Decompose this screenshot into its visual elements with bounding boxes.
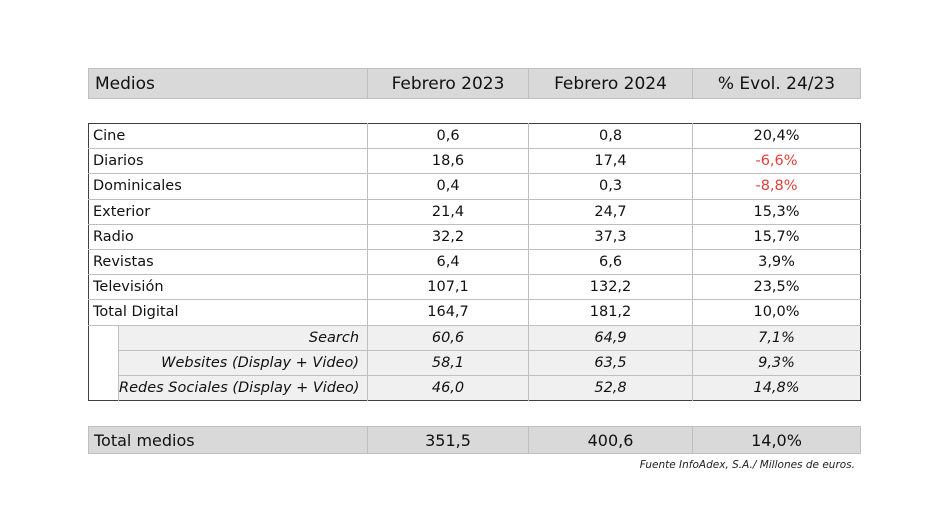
row-value-2024: 0,8 — [528, 123, 694, 150]
total-row: Total medios 351,5 400,6 14,0% — [88, 426, 861, 454]
sub-row-name: Search — [118, 325, 369, 351]
sub-row-name: Websites (Display + Video) — [118, 350, 369, 376]
row-name: Cine — [88, 123, 369, 150]
total-value-2023: 351,5 — [367, 426, 529, 454]
row-name: Total Digital — [88, 299, 369, 326]
row-evol: -6,6% — [692, 148, 861, 175]
row-value-2024: 181,2 — [528, 299, 694, 326]
row-value-2024: 24,7 — [528, 199, 694, 225]
total-evol: 14,0% — [692, 426, 861, 454]
row-value-2023: 21,4 — [367, 199, 530, 225]
header-febrero-2024: Febrero 2024 — [528, 68, 693, 99]
sub-row-value-2024: 52,8 — [528, 375, 694, 401]
table-row: Total Digital 164,7 181,2 10,0% — [88, 299, 861, 326]
sub-row-value-2024: 63,5 — [528, 350, 694, 376]
row-evol: 15,3% — [692, 199, 861, 225]
header-febrero-2023: Febrero 2023 — [367, 68, 529, 99]
header-medios: Medios — [88, 68, 368, 99]
indent-cell — [88, 375, 119, 401]
table-header: Medios Febrero 2023 Febrero 2024 % Evol.… — [88, 68, 861, 99]
sub-row: Search 60,6 64,9 7,1% — [88, 325, 861, 351]
total-value-2024: 400,6 — [528, 426, 693, 454]
sub-row-evol: 7,1% — [692, 325, 861, 351]
row-value-2024: 0,3 — [528, 173, 694, 200]
row-value-2023: 107,1 — [367, 274, 530, 301]
sub-row-name: Redes Sociales (Display + Video) — [118, 375, 369, 401]
row-value-2023: 32,2 — [367, 224, 530, 250]
row-evol: 3,9% — [692, 249, 861, 276]
sub-row-value-2023: 60,6 — [367, 325, 530, 351]
sub-row-value-2023: 58,1 — [367, 350, 530, 376]
row-evol: 10,0% — [692, 299, 861, 326]
sub-row: Websites (Display + Video) 58,1 63,5 9,3… — [88, 350, 861, 376]
table-body: Cine 0,6 0,8 20,4% Diarios 18,6 17,4 -6,… — [88, 123, 862, 402]
row-value-2023: 164,7 — [367, 299, 530, 326]
total-name: Total medios — [88, 426, 368, 454]
row-value-2023: 0,4 — [367, 173, 530, 200]
row-value-2024: 6,6 — [528, 249, 694, 276]
row-name: Diarios — [88, 148, 369, 175]
row-value-2024: 132,2 — [528, 274, 694, 301]
row-name: Televisión — [88, 274, 369, 301]
row-value-2023: 18,6 — [367, 148, 530, 175]
sub-row-value-2023: 46,0 — [367, 375, 530, 401]
table-row: Diarios 18,6 17,4 -6,6% — [88, 148, 861, 175]
table-row: Exterior 21,4 24,7 15,3% — [88, 199, 861, 225]
table-row: Dominicales 0,4 0,3 -8,8% — [88, 173, 861, 200]
table-total: Total medios 351,5 400,6 14,0% — [88, 426, 861, 454]
sub-row-evol: 9,3% — [692, 350, 861, 376]
table-row: Televisión 107,1 132,2 23,5% — [88, 274, 861, 301]
table-row: Radio 32,2 37,3 15,7% — [88, 224, 861, 250]
indent-cell — [88, 350, 119, 376]
row-evol: 20,4% — [692, 123, 861, 150]
row-name: Radio — [88, 224, 369, 250]
row-name: Revistas — [88, 249, 369, 276]
row-name: Dominicales — [88, 173, 369, 200]
row-value-2023: 6,4 — [367, 249, 530, 276]
row-evol: 15,7% — [692, 224, 861, 250]
row-value-2024: 37,3 — [528, 224, 694, 250]
sub-row-value-2024: 64,9 — [528, 325, 694, 351]
row-evol: 23,5% — [692, 274, 861, 301]
indent-cell — [88, 325, 119, 351]
row-evol: -8,8% — [692, 173, 861, 200]
table-row: Cine 0,6 0,8 20,4% — [88, 123, 861, 150]
row-value-2024: 17,4 — [528, 148, 694, 175]
source-note: Fuente InfoAdex, S.A./ Millones de euros… — [639, 459, 855, 471]
row-name: Exterior — [88, 199, 369, 225]
sub-row-evol: 14,8% — [692, 375, 861, 401]
table-row: Revistas 6,4 6,6 3,9% — [88, 249, 861, 276]
row-value-2023: 0,6 — [367, 123, 530, 150]
header-evolucion: % Evol. 24/23 — [692, 68, 861, 99]
sub-row: Redes Sociales (Display + Video) 46,0 52… — [88, 375, 861, 401]
header-row: Medios Febrero 2023 Febrero 2024 % Evol.… — [88, 68, 861, 99]
